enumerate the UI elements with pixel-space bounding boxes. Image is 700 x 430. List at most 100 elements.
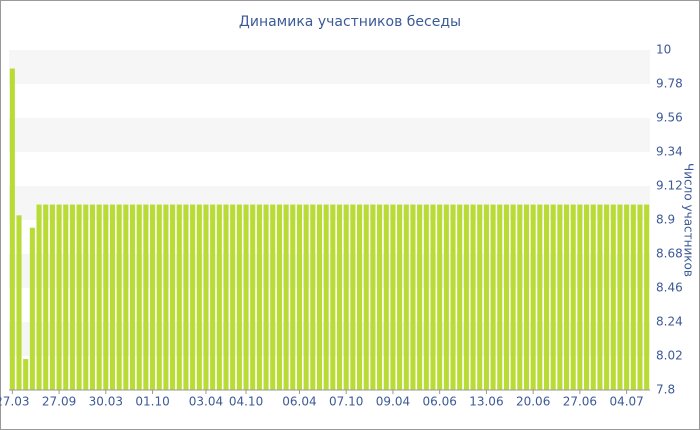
bar (63, 204, 69, 390)
bar (590, 204, 596, 390)
bar (563, 204, 570, 390)
x-tick-label: 04.10 (229, 395, 263, 409)
bar (497, 204, 503, 390)
bar (270, 204, 276, 390)
bar (9, 68, 15, 390)
bar (490, 204, 496, 390)
bar (550, 204, 556, 390)
bands (9, 50, 650, 356)
bar (323, 204, 329, 390)
bar (310, 204, 316, 390)
bar (604, 204, 610, 390)
bar (443, 204, 449, 390)
bar (557, 204, 563, 390)
bar (250, 204, 256, 390)
bar (370, 204, 376, 390)
bar (397, 204, 403, 390)
bar (336, 204, 343, 390)
bar (116, 204, 122, 390)
bar (223, 204, 229, 390)
bar (256, 204, 262, 390)
bar (570, 204, 576, 390)
bar (69, 204, 75, 390)
y-tick-label: 7.8 (656, 383, 675, 397)
bar (463, 204, 469, 390)
y-tick-label: 8.46 (656, 281, 683, 295)
x-tick-label: 09.04 (376, 395, 410, 409)
bar (477, 204, 483, 390)
bar (183, 204, 189, 390)
bar (637, 204, 643, 390)
bar (457, 204, 463, 390)
bar (203, 204, 209, 390)
bar (510, 204, 516, 390)
chart-title: Динамика участников беседы (239, 14, 461, 30)
x-tick-label: 30.03 (89, 395, 123, 409)
bar (483, 204, 489, 390)
y-axis-label: Число участников (682, 163, 696, 277)
bar (36, 204, 42, 390)
bar (49, 204, 55, 390)
y-tick-label: 10 (656, 43, 671, 57)
x-tick-label: 06.06 (422, 395, 456, 409)
x-tick-label: 27.06 (563, 395, 597, 409)
bar (630, 204, 636, 390)
bar (196, 204, 202, 390)
bar (377, 204, 383, 390)
bar (577, 204, 583, 390)
x-tick-label: 27.09 (42, 395, 76, 409)
bar (383, 204, 389, 390)
bar (283, 204, 289, 390)
bar (156, 204, 162, 390)
bar (437, 204, 443, 390)
bar (243, 204, 249, 390)
bar (617, 204, 623, 390)
bar (503, 204, 509, 390)
y-tick-label: 8.68 (656, 247, 683, 261)
bar (350, 204, 356, 390)
bar (230, 204, 236, 390)
grid-band (9, 186, 650, 220)
y-tick-label: 9.56 (656, 111, 683, 125)
bar (624, 204, 630, 390)
bar (523, 204, 530, 390)
bar (103, 204, 109, 390)
x-tick-label: 07.10 (329, 395, 363, 409)
y-tick-label: 9.12 (656, 179, 683, 193)
bar (470, 204, 476, 390)
bar (517, 204, 523, 390)
grid-band (9, 254, 650, 288)
y-tick-label: 8.9 (656, 213, 675, 227)
x-tick-label: 20.06 (516, 395, 550, 409)
bar (403, 204, 409, 390)
bar (23, 359, 29, 390)
bar (236, 204, 242, 390)
y-tick-label: 8.02 (656, 349, 683, 363)
x-tick-label: 01.10 (135, 395, 169, 409)
bar (29, 227, 35, 390)
bar (89, 204, 96, 390)
bar (417, 204, 423, 390)
bar (136, 204, 142, 390)
bar (96, 204, 102, 390)
bar (43, 204, 49, 390)
y-tick-label: 9.34 (656, 145, 683, 159)
bar (129, 204, 136, 390)
x-tick-label: 13.06 (469, 395, 503, 409)
grid-band (9, 118, 650, 152)
bar (343, 204, 349, 390)
bar (290, 204, 296, 390)
bar (423, 204, 429, 390)
bar (163, 204, 169, 390)
bar (170, 204, 176, 390)
bar (430, 204, 436, 390)
y-tick-label: 9.78 (656, 77, 683, 91)
grid-band (9, 322, 650, 356)
bar (390, 204, 396, 390)
bar (296, 204, 302, 390)
bar (109, 204, 116, 390)
bar (276, 204, 282, 390)
bar (450, 204, 456, 390)
bar (143, 204, 149, 390)
